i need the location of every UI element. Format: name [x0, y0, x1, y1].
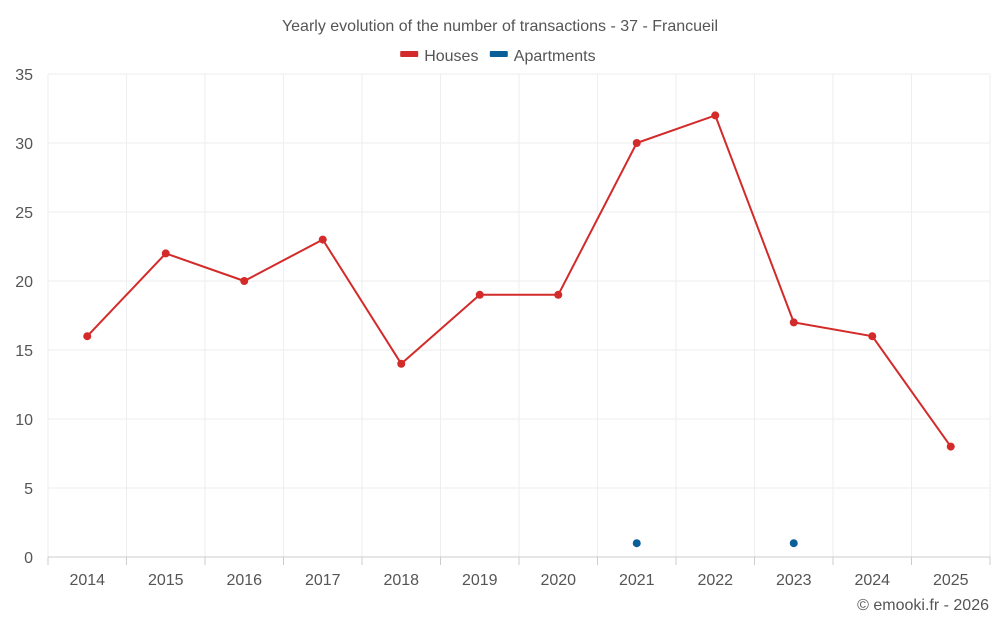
- chart-title: Yearly evolution of the number of transa…: [282, 18, 718, 35]
- y-tick-label: 35: [15, 67, 33, 84]
- data-point-houses[interactable]: [632, 139, 641, 147]
- x-tick-label: 2015: [148, 572, 184, 589]
- series-layer: [83, 111, 955, 548]
- x-tick-label: 2019: [462, 572, 498, 589]
- y-tick-label: 25: [15, 205, 33, 222]
- x-tick-label: 2018: [383, 572, 419, 589]
- data-point-apartments[interactable]: [632, 539, 641, 548]
- credit-text: © emooki.fr - 2026: [857, 597, 989, 614]
- data-point-houses[interactable]: [711, 111, 720, 120]
- y-axis: 0 5 10 15 20 25 30 35: [15, 67, 33, 567]
- data-point-houses[interactable]: [554, 290, 563, 299]
- y-tick-label: 5: [24, 481, 33, 498]
- x-tick-label: 2021: [619, 572, 655, 589]
- x-tick-label: 2020: [540, 572, 576, 589]
- data-point-houses[interactable]: [318, 235, 327, 244]
- legend[interactable]: Houses Apartments: [400, 48, 596, 65]
- data-point-houses[interactable]: [83, 332, 92, 341]
- data-point-houses[interactable]: [240, 277, 249, 285]
- legend-swatch-apartments: [489, 51, 508, 57]
- y-tick-label: 0: [24, 550, 33, 567]
- legend-label-houses: Houses: [424, 48, 478, 65]
- x-tick-label: 2025: [933, 572, 969, 589]
- data-point-houses[interactable]: [161, 249, 170, 258]
- data-point-houses[interactable]: [868, 332, 877, 341]
- legend-swatch-houses: [400, 51, 419, 57]
- data-point-houses[interactable]: [397, 359, 406, 368]
- legend-item-apartments[interactable]: Apartments: [489, 48, 596, 65]
- series-line-houses: [86, 114, 952, 448]
- x-axis: 2014 2015 2016 2017 2018 2019 2020 2021 2022 2023…: [47, 556, 991, 589]
- y-tick-label: 30: [15, 136, 33, 153]
- y-tick-label: 15: [15, 343, 33, 360]
- x-tick-label: 2022: [697, 572, 733, 589]
- data-point-houses[interactable]: [475, 290, 484, 299]
- series-houses: [83, 111, 955, 451]
- x-tick-label: 2024: [854, 572, 890, 589]
- y-tick-label: 20: [15, 274, 33, 291]
- x-tick-label: 2017: [305, 572, 341, 589]
- x-tick-label: 2016: [226, 572, 262, 589]
- series-apartments: [632, 539, 798, 548]
- x-tick-label: 2023: [776, 572, 812, 589]
- data-point-houses[interactable]: [946, 442, 955, 451]
- grid: [47, 73, 991, 557]
- legend-label-apartments: Apartments: [514, 48, 596, 65]
- data-point-houses[interactable]: [789, 318, 798, 327]
- x-tick-label: 2014: [69, 572, 105, 589]
- y-tick-label: 10: [15, 412, 33, 429]
- legend-item-houses[interactable]: Houses: [400, 48, 478, 65]
- data-point-apartments[interactable]: [789, 539, 798, 548]
